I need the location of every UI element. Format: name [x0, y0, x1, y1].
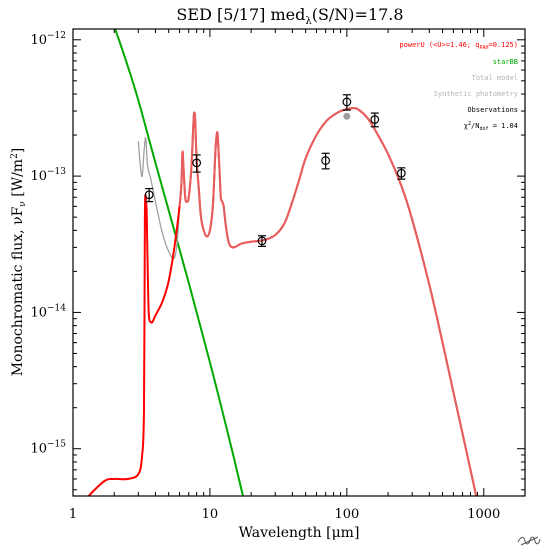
signature-logo	[517, 536, 541, 546]
series-line-total-overlay	[178, 107, 478, 496]
axis-ticks: 1 10 100 1000 10−15 10−14 10−13 10−12	[30, 29, 526, 522]
observation-point-1	[192, 158, 202, 168]
y-axis-label-sub: ν	[18, 201, 28, 206]
x-tick-label: 1	[69, 507, 77, 522]
legend: powerU (<U>=1.46; qPAH=0.125) starBB Tot…	[399, 41, 518, 132]
legend-chi2: χ2/Ndof = 1.04	[464, 121, 518, 132]
observation-point-3	[321, 156, 331, 165]
legend-synthetic-photometry: Synthetic photometry	[434, 90, 518, 98]
chart-title: SED [5/17] medλ(S/N)=17.8	[176, 5, 403, 27]
synthetic-point-0	[343, 112, 351, 120]
observation-point-5	[370, 115, 380, 124]
y-tick-label: 10−12	[30, 31, 66, 48]
y-axis-label-close: ]	[10, 148, 26, 153]
plot-area	[87, 29, 478, 496]
legend-powerU: powerU (<U>=1.46; qPAH=0.125)	[399, 41, 518, 51]
x-axis-label: Wavelength [μm]	[239, 525, 360, 541]
y-axis-label: Monochromatic flux, νFν [W/m2]	[10, 148, 28, 377]
x-tick-label: 10	[202, 507, 219, 522]
y-axis-label-sup: 2	[10, 153, 20, 159]
chart-title-tail: (S/N)=17.8	[312, 5, 404, 24]
x-axis-label-unit: μm	[332, 525, 354, 541]
chart-title-sub: λ	[305, 16, 312, 27]
observation-point-6	[396, 168, 406, 178]
x-axis-label-main: Wavelength [	[239, 525, 332, 541]
series-line-total	[137, 137, 181, 260]
observation-point-4	[342, 97, 352, 107]
plot-frame	[72, 28, 526, 497]
legend-starBB: starBB	[493, 58, 518, 66]
x-tick-label: 1000	[467, 507, 500, 522]
y-axis-label-unit: [W/m	[10, 159, 26, 201]
series-line-starBB	[114, 29, 245, 496]
observation-point-2	[257, 236, 267, 246]
markers-layer	[144, 94, 406, 248]
y-tick-label: 10−15	[30, 440, 66, 457]
y-tick-label: 10−13	[30, 167, 66, 184]
chart-title-main: SED [5/17] med	[176, 5, 305, 24]
series-line-powerU	[87, 107, 478, 496]
legend-total-model: Total model	[472, 74, 518, 82]
x-tick-label: 100	[334, 507, 359, 522]
legend-observations: Observations	[467, 106, 518, 114]
y-axis-label-main: Monochromatic flux, νF	[10, 206, 26, 376]
observation-point-0	[144, 190, 154, 200]
y-tick-label: 10−14	[30, 303, 66, 320]
x-axis-label-close: ]	[354, 525, 359, 541]
